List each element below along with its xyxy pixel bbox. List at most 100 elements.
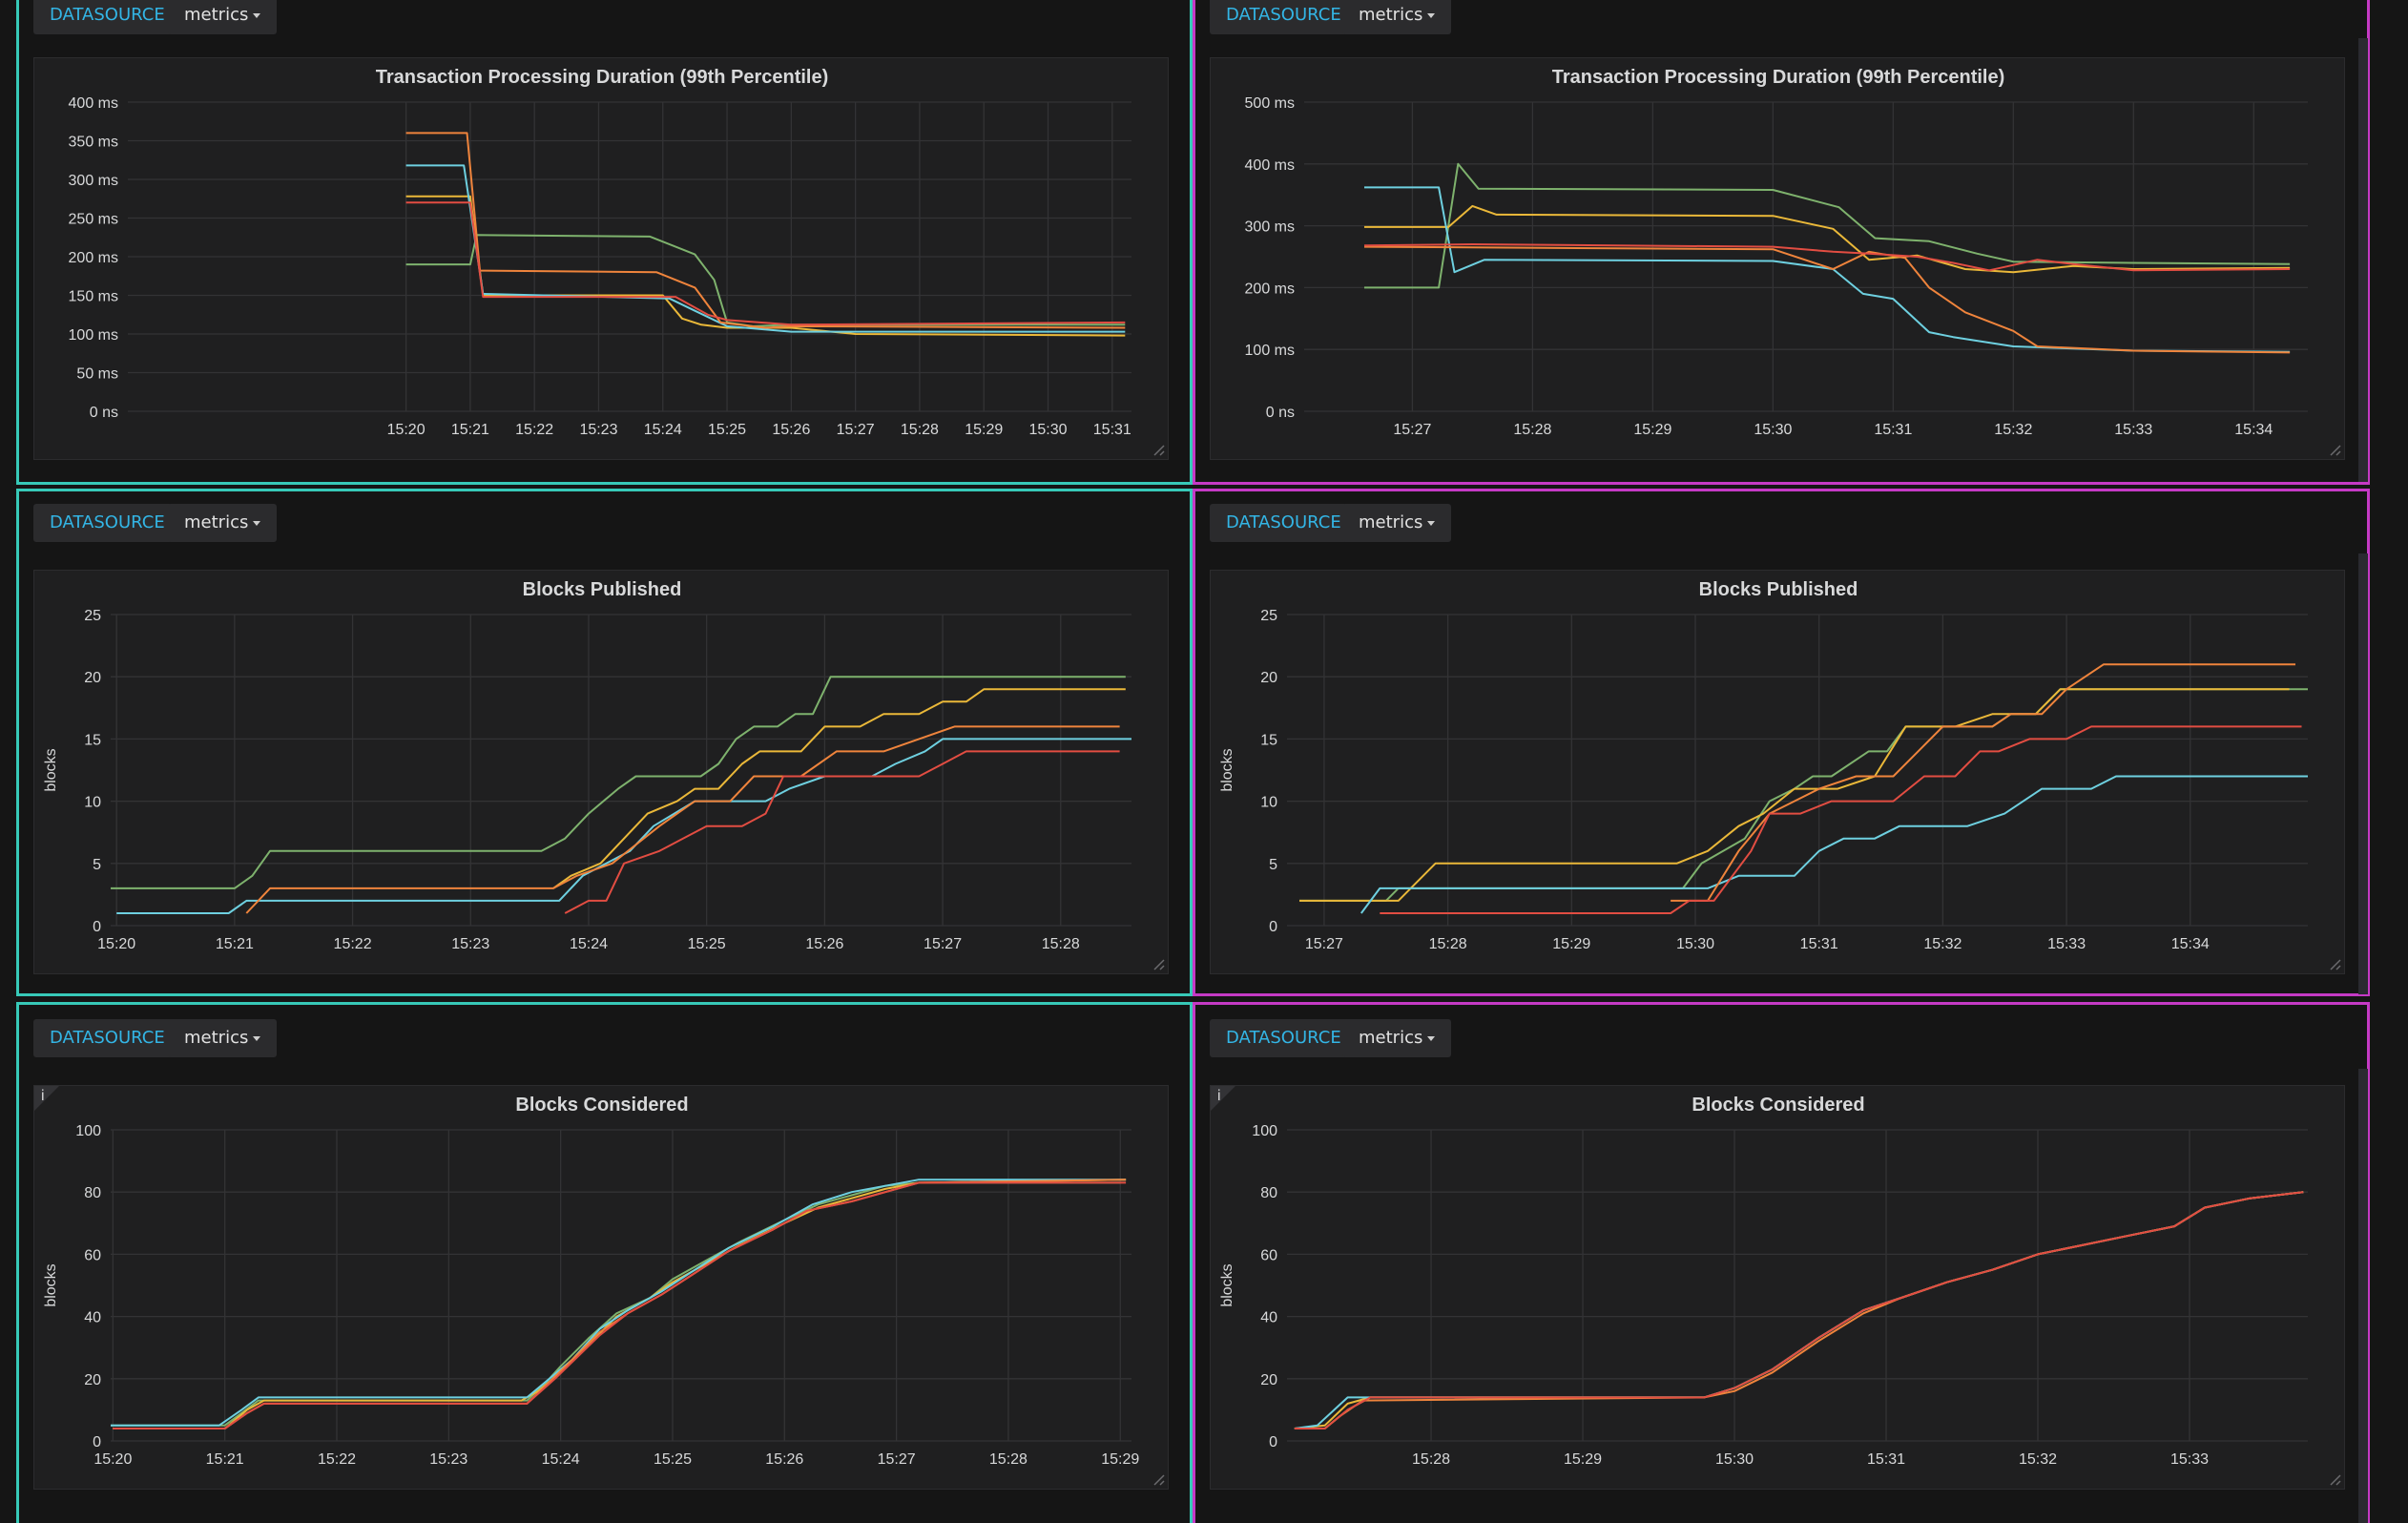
series-line[interactable] <box>113 1179 1127 1429</box>
series-line[interactable] <box>111 1181 1121 1427</box>
datasource-button[interactable]: DATASOURCE <box>1210 0 1358 34</box>
series-line[interactable] <box>1294 1191 2304 1429</box>
datasource-button[interactable]: DATASOURCE <box>33 504 181 542</box>
y-tick-label: 20 <box>84 1372 101 1388</box>
y-tick-label: 500 ms <box>1245 95 1295 112</box>
x-tick-label: 15:30 <box>1028 422 1067 438</box>
resize-handle-icon[interactable] <box>2330 959 2341 970</box>
x-tick-label: 15:31 <box>1867 1451 1905 1468</box>
y-tick-label: 5 <box>93 857 101 873</box>
resize-handle-icon[interactable] <box>1153 959 1165 970</box>
x-tick-label: 15:23 <box>579 422 617 438</box>
series-line[interactable] <box>111 1179 1127 1427</box>
resize-handle-icon[interactable] <box>1153 445 1165 456</box>
series-line[interactable] <box>405 234 1126 327</box>
y-tick-label: 0 <box>1269 919 1277 935</box>
info-corner-icon[interactable] <box>1211 1086 1235 1111</box>
series-line[interactable] <box>552 688 1126 889</box>
series-line[interactable] <box>1299 688 2290 902</box>
series-line[interactable] <box>1364 186 2291 353</box>
metrics-dropdown[interactable]: metrics <box>168 1019 278 1057</box>
caret-down-icon <box>253 520 261 526</box>
series-line[interactable] <box>405 195 1126 337</box>
y-tick-label: 20 <box>1260 670 1277 686</box>
series-line[interactable] <box>1294 1191 2304 1429</box>
x-tick-label: 15:31 <box>1874 422 1912 438</box>
info-corner-icon[interactable] <box>34 1086 59 1111</box>
y-axis-label: blocks <box>43 1263 59 1306</box>
series-line[interactable] <box>116 738 1131 914</box>
chart-panel: Transaction Processing Duration (99th Pe… <box>33 57 1169 460</box>
x-tick-label: 15:26 <box>772 422 810 438</box>
series-line[interactable] <box>1294 1191 2304 1429</box>
chart-title: Transaction Processing Duration (99th Pe… <box>1552 67 2005 88</box>
y-tick-label: 0 <box>93 919 101 935</box>
chart-svg: Transaction Processing Duration (99th Pe… <box>69 67 1165 456</box>
resize-handle-icon[interactable] <box>2330 445 2341 456</box>
x-tick-label: 15:33 <box>2170 1451 2209 1468</box>
datasource-button[interactable]: DATASOURCE <box>33 1019 181 1057</box>
series-line[interactable] <box>405 201 1126 326</box>
x-tick-label: 15:20 <box>97 936 135 952</box>
chart-svg: Blocks Published 0 5 10 15 20 25 15:27 15:28 15:2… <box>1219 579 2341 970</box>
chart-svg: Transaction Processing Duration (99th Pe… <box>1245 67 2341 456</box>
metrics-dropdown[interactable]: metrics <box>1342 504 1452 542</box>
datasource-button[interactable]: DATASOURCE <box>1210 1019 1358 1057</box>
series-line[interactable] <box>245 725 1120 914</box>
series-line[interactable] <box>1294 1191 2304 1429</box>
series-line[interactable] <box>564 750 1120 914</box>
metrics-dropdown[interactable]: metrics <box>168 0 278 34</box>
row-frame <box>16 0 1193 485</box>
series-line[interactable] <box>113 1181 1127 1429</box>
x-tick-label: 15:20 <box>93 1451 132 1468</box>
y-tick-label: 300 ms <box>1245 219 1295 236</box>
chart-title: Blocks Considered <box>515 1095 688 1116</box>
series-line[interactable] <box>113 1179 1127 1429</box>
x-tick-label: 15:27 <box>1393 422 1431 438</box>
x-tick-label: 15:28 <box>901 422 939 438</box>
series-line[interactable] <box>1363 245 2291 354</box>
y-tick-label: 100 <box>1252 1123 1277 1139</box>
series-line[interactable] <box>111 676 1126 889</box>
scrollbar[interactable] <box>2358 38 2368 482</box>
series-line[interactable] <box>1364 162 2291 289</box>
datasource-button[interactable]: DATASOURCE <box>33 0 181 34</box>
series-line[interactable] <box>405 132 1126 329</box>
series-line[interactable] <box>1364 204 2291 274</box>
left-column: DATASOURCE metrics Transaction Processin… <box>0 0 1193 1523</box>
y-tick-label: 100 <box>75 1123 101 1139</box>
y-tick-label: 0 <box>93 1434 101 1450</box>
series-line[interactable] <box>1360 775 2308 914</box>
series-line[interactable] <box>405 164 1126 333</box>
chart-panel: Blocks Published 0 5 10 15 20 25 15:27 15:28 15:2… <box>1210 570 2345 974</box>
y-tick-label: 300 ms <box>69 173 118 189</box>
metrics-label: metrics <box>1359 1028 1423 1048</box>
series-line[interactable] <box>1380 725 2302 914</box>
series-line[interactable] <box>1299 688 2308 902</box>
resize-handle-icon[interactable] <box>1153 1474 1165 1486</box>
y-tick-label: 0 <box>1269 1434 1277 1450</box>
metrics-dropdown[interactable]: metrics <box>168 504 278 542</box>
scrollbar[interactable] <box>2358 553 2368 994</box>
series-line[interactable] <box>1294 1191 2304 1429</box>
y-tick-label: 200 ms <box>1245 281 1295 297</box>
y-tick-label: 100 ms <box>1245 343 1295 359</box>
metrics-dropdown[interactable]: metrics <box>1342 1019 1452 1057</box>
y-tick-label: 10 <box>1260 795 1277 811</box>
row-frame <box>1193 489 2370 996</box>
metrics-label: metrics <box>184 512 249 532</box>
y-tick-label: 25 <box>1260 608 1277 624</box>
scrollbar[interactable] <box>2358 1069 2368 1523</box>
x-tick-label: 15:23 <box>451 936 489 952</box>
y-tick-label: 40 <box>1260 1310 1277 1326</box>
resize-handle-icon[interactable] <box>2330 1474 2341 1486</box>
metrics-dropdown[interactable]: metrics <box>1342 0 1452 34</box>
y-tick-label: 15 <box>1260 732 1277 748</box>
datasource-button[interactable]: DATASOURCE <box>1210 504 1358 542</box>
series-line[interactable] <box>1671 663 2295 902</box>
y-tick-label: 20 <box>1260 1372 1277 1388</box>
info-glyph: i <box>41 1088 45 1104</box>
series-line[interactable] <box>1363 243 2291 272</box>
chart-title: Transaction Processing Duration (99th Pe… <box>376 67 829 88</box>
chart-title: Blocks Published <box>523 579 682 600</box>
